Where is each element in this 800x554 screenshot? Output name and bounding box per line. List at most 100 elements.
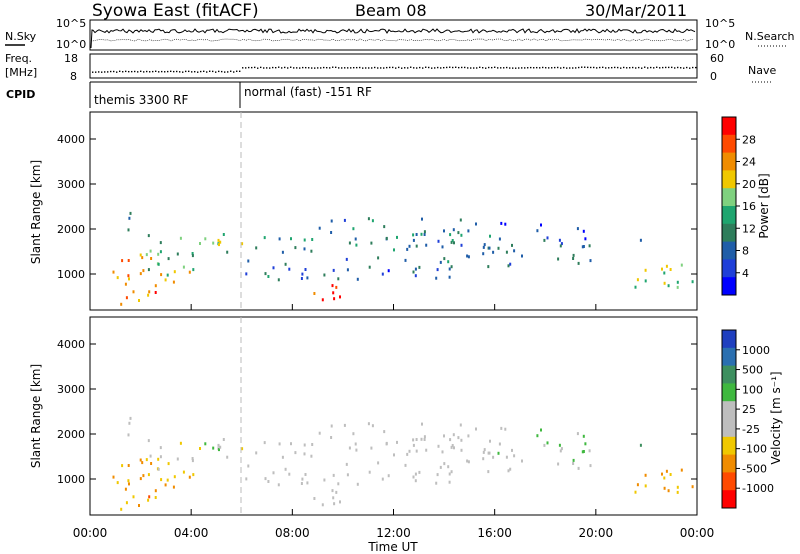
colorbar-tick-label: -25 [742,423,760,436]
power-cell [536,229,539,233]
velocity-cell [582,450,585,453]
power-cell [166,273,169,277]
colorbar-tick-label: 100 [742,383,763,396]
velocity-cell [124,487,127,491]
freq-dot [656,66,658,68]
y-tick-label: 1000 [57,473,85,486]
power-cell [204,237,207,241]
power-cell [451,239,454,242]
colorbar-segment [722,223,736,243]
freq-dot [377,67,379,69]
power-cell [418,265,421,269]
velocity-cell [284,467,287,471]
velocity-cell [167,462,170,466]
power-cell [559,244,562,248]
freq-dot [314,67,316,69]
colorbar-tick-label: 500 [742,364,763,377]
freq-dot [641,67,643,69]
colorbar-tick-label: 8 [742,245,749,258]
nsearch-label: N.Search [745,30,795,43]
velocity-cell [278,442,281,446]
velocity-cell [415,449,418,453]
velocity-cell [127,433,130,437]
velocity-cell [437,444,440,448]
velocity-cell [281,455,284,459]
colorbar-tick-label: 25 [742,403,756,416]
velocity-cell [581,450,584,454]
velocity-cell [536,434,539,438]
freq-dot [197,71,199,73]
power-cell [457,231,460,235]
power-cell [572,253,575,257]
velocity-cell [176,457,179,461]
velocity-cell [142,474,145,478]
freq-dot [239,70,241,73]
power-cell [540,223,542,227]
freq-dot [689,67,691,69]
freq-dot [566,67,568,69]
velocity-cell [665,469,668,473]
power-cell [335,285,338,289]
freq-dot [533,67,535,69]
power-cell [449,233,452,237]
freq-dot [620,67,622,69]
velocity-cell [488,451,491,455]
power-cell [521,254,523,258]
velocity-cell [330,424,333,428]
velocity-cell [441,450,444,454]
power-cell [148,290,151,294]
freq-dot [518,67,520,69]
velocity-cell [680,468,683,472]
power-cell [330,231,333,234]
freq-dot [416,67,418,69]
velocity-cell [138,504,140,507]
velocity-cell [354,442,357,446]
freq-dot [671,66,673,69]
power-cell [222,233,225,236]
freq-dot [626,67,628,69]
power-colorbar-ticks: 28 24 20 16 12 8 4 [736,133,756,280]
velocity-cell [663,476,666,480]
freq-dot [326,66,328,69]
velocity-cell [199,447,201,450]
power-cell [644,268,647,272]
freq-dot [500,67,502,69]
freq-dot [575,67,577,69]
power-cell [406,247,409,251]
freq-dot [482,67,484,69]
velocity-cell [584,442,587,446]
velocity-cell [560,447,563,451]
velocity-cell [435,481,438,485]
velocity-cell [588,449,591,453]
power-cell [278,237,281,241]
velocity-cell [172,485,175,489]
freq-dot [476,67,478,69]
cpid-mode-2: normal (fast) -151 RF [244,85,372,99]
velocity-cell [443,434,445,438]
velocity-cell [333,502,336,506]
power-cell [301,272,304,276]
colorbar-segment [722,152,736,171]
power-cell [436,268,439,272]
velocity-cell [572,462,575,465]
freq-dot [548,67,550,69]
power-cell [241,242,244,246]
velocity-cell [439,465,442,469]
freq-dot [212,70,214,73]
velocity-cell [644,484,647,488]
velocity-cell [345,462,348,466]
power-cell [691,280,694,284]
nsearch-tick-bottom: 10^0 [705,38,735,51]
freq-dot [677,66,679,69]
velocity-cell [247,464,250,468]
power-cell [482,245,485,249]
velocity-cell [300,482,303,485]
power-heatmap [112,211,694,306]
power-cell [255,246,258,250]
power-cell [147,268,150,272]
velocity-cell [451,444,454,447]
x-tick-label: 00:00 [680,526,715,540]
freq-dot [680,67,682,69]
freq-dot [320,67,322,69]
freq-dot [200,70,202,73]
